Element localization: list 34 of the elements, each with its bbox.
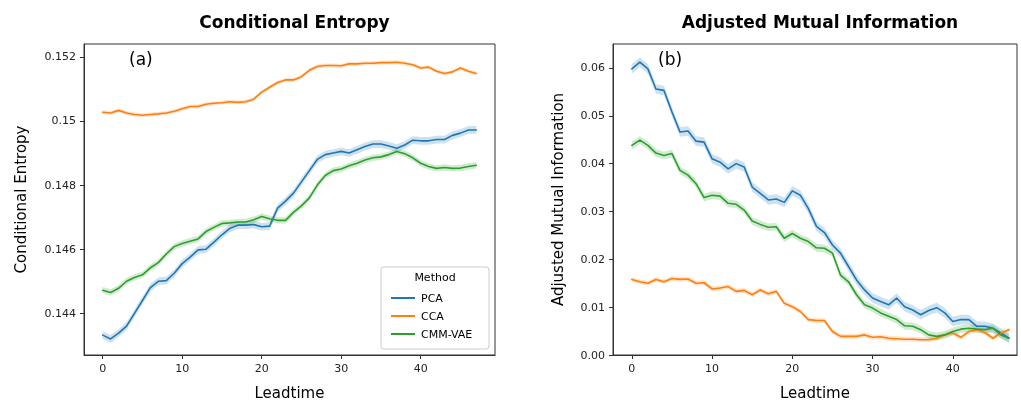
y-tick-label: 0.05 — [580, 109, 605, 123]
x-tick-label: 10 — [705, 362, 720, 375]
chart-title: Conditional Entropy — [199, 11, 390, 32]
y-tick-label: 0.146 — [44, 242, 76, 256]
y-tick-label: 0.15 — [51, 114, 76, 128]
y-tick-label: 0.00 — [580, 348, 605, 362]
x-tick-label: 40 — [945, 362, 960, 375]
y-tick-label: 0.152 — [44, 50, 76, 64]
x-tick-label: 30 — [865, 362, 880, 375]
legend-label: CMM-VAE — [421, 327, 473, 341]
y-axis-title: Conditional Entropy — [11, 125, 30, 274]
legend-label: CCA — [421, 309, 445, 323]
x-tick-label: 20 — [254, 362, 269, 375]
x-tick-label: 30 — [334, 362, 349, 375]
x-tick-label: 0 — [628, 362, 636, 375]
x-tick-label: 20 — [785, 362, 800, 375]
chart-title: Adjusted Mutual Information — [681, 11, 959, 32]
y-tick-label: 0.02 — [580, 252, 605, 266]
y-tick-label: 0.144 — [44, 306, 76, 320]
x-tick-label: 0 — [99, 362, 107, 375]
annotation: (a) — [129, 48, 153, 69]
x-tick-label: 40 — [413, 362, 428, 375]
y-tick-label: 0.148 — [44, 178, 76, 192]
y-tick-label: 0.06 — [580, 61, 605, 75]
legend-title: Method — [414, 271, 456, 284]
y-tick-label: 0.04 — [580, 157, 605, 171]
annotation: (b) — [658, 48, 683, 69]
x-axis-title: Leadtime — [254, 383, 325, 402]
y-axis-title: Adjusted Mutual Information — [548, 92, 567, 307]
y-tick-label: 0.03 — [580, 204, 605, 218]
legend-label: PCA — [421, 291, 444, 305]
x-tick-label: 10 — [175, 362, 190, 375]
y-tick-label: 0.01 — [580, 300, 605, 314]
x-axis-title: Leadtime — [780, 383, 850, 402]
